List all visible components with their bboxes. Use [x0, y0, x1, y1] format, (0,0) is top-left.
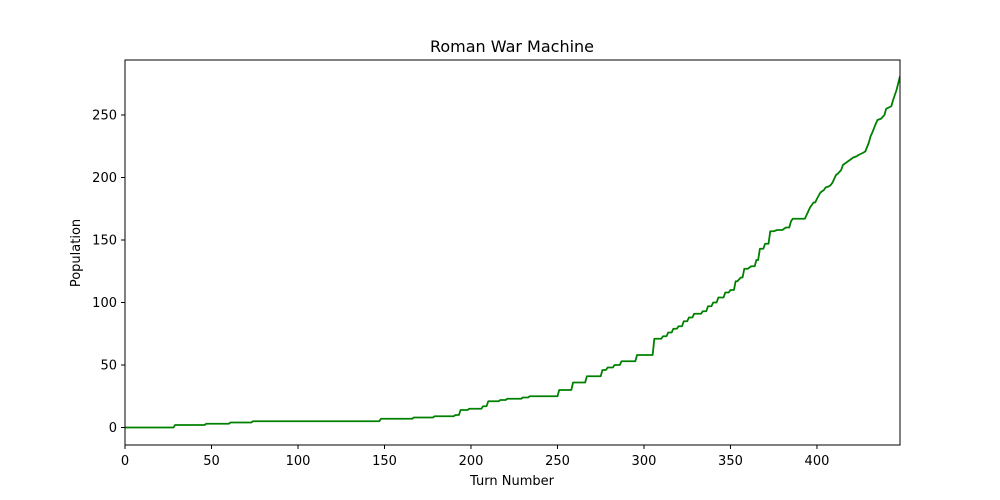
y-tick-label: 0: [109, 421, 117, 436]
y-tick-label: 200: [92, 171, 117, 186]
x-tick-label: 150: [372, 454, 397, 469]
y-axis-label: Population: [69, 219, 84, 287]
x-tick-label: 250: [545, 454, 570, 469]
x-axis-label: Turn Number: [469, 474, 555, 489]
y-tick-label: 50: [100, 359, 117, 374]
y-tick-label: 150: [92, 234, 117, 249]
plot-area: 0 50 100 150 200 250 300 350 400 0 50 100 150 200 250: [92, 59, 901, 469]
series-line-0: [125, 76, 900, 429]
y-tick-label: 250: [92, 109, 117, 124]
x-tick-label: 0: [121, 454, 129, 469]
x-tick-label: 400: [805, 454, 830, 469]
y-tick-label: 100: [92, 296, 117, 311]
x-tick-label: 300: [632, 454, 657, 469]
x-tick-label: 50: [203, 454, 220, 469]
plot-frame: [124, 59, 901, 446]
x-tick-label: 200: [459, 454, 484, 469]
x-tick-label: 350: [718, 454, 743, 469]
chart-title: Roman War Machine: [430, 37, 594, 56]
x-tick-label: 100: [286, 454, 311, 469]
